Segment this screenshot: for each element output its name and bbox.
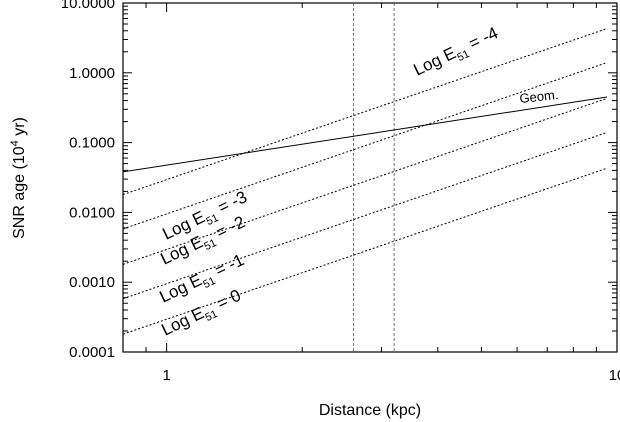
- vertical-line-group: [353, 3, 395, 352]
- series-line: [123, 131, 608, 300]
- annotation-prefix: Log E: [157, 270, 205, 306]
- annotation-subscript: 51: [455, 48, 471, 64]
- annotation-suffix: = -4: [462, 23, 501, 55]
- x-axis-title: Distance (kpc): [319, 402, 421, 419]
- y-tick-label: 0.0001: [69, 344, 115, 361]
- annotation-suffix: = -3: [211, 187, 250, 219]
- energy-annotation: Log E51 = -4: [411, 23, 503, 83]
- x-tick-label: 1: [162, 367, 170, 384]
- annotation-subscript: 51: [204, 212, 220, 228]
- x-tick-label: 10: [609, 367, 620, 384]
- geom-label: Geom.: [519, 87, 559, 106]
- y-axis-title-main: SNR age (10: [11, 146, 28, 239]
- y-tick-label: 0.0100: [69, 204, 115, 221]
- tick-label-group: 0.0001 0.0010 0.0100 0.1000 1.0000 10.0000 1 10: [61, 0, 620, 384]
- annotation-suffix: = -1: [208, 250, 247, 282]
- series-line: [123, 62, 608, 230]
- y-tick-label: 0.1000: [69, 135, 115, 152]
- annotation-prefix: Log E: [411, 43, 459, 79]
- annotation-subscript: 51: [202, 237, 218, 253]
- y-tick-label: 1.0000: [69, 65, 115, 82]
- series-line: [123, 97, 608, 265]
- y-axis-title-end: yr): [11, 117, 28, 140]
- y-tick-label: 0.0010: [69, 274, 115, 291]
- series-line: [123, 167, 608, 335]
- annotation-subscript: 51: [201, 275, 217, 291]
- series-line: [123, 28, 608, 196]
- y-axis-title-exponent: 4: [9, 140, 21, 146]
- series-group: [123, 28, 608, 335]
- tick-group: [122, 2, 618, 353]
- annotation-subscript: 51: [203, 308, 219, 324]
- y-tick-label: 10.0000: [61, 0, 115, 12]
- plot-frame: [122, 2, 618, 353]
- series-line: [123, 96, 608, 173]
- annotation-suffix: = 0: [210, 286, 244, 316]
- annotation-prefix: Log E: [159, 303, 207, 339]
- y-axis-title: SNR age (104 yr): [9, 117, 28, 239]
